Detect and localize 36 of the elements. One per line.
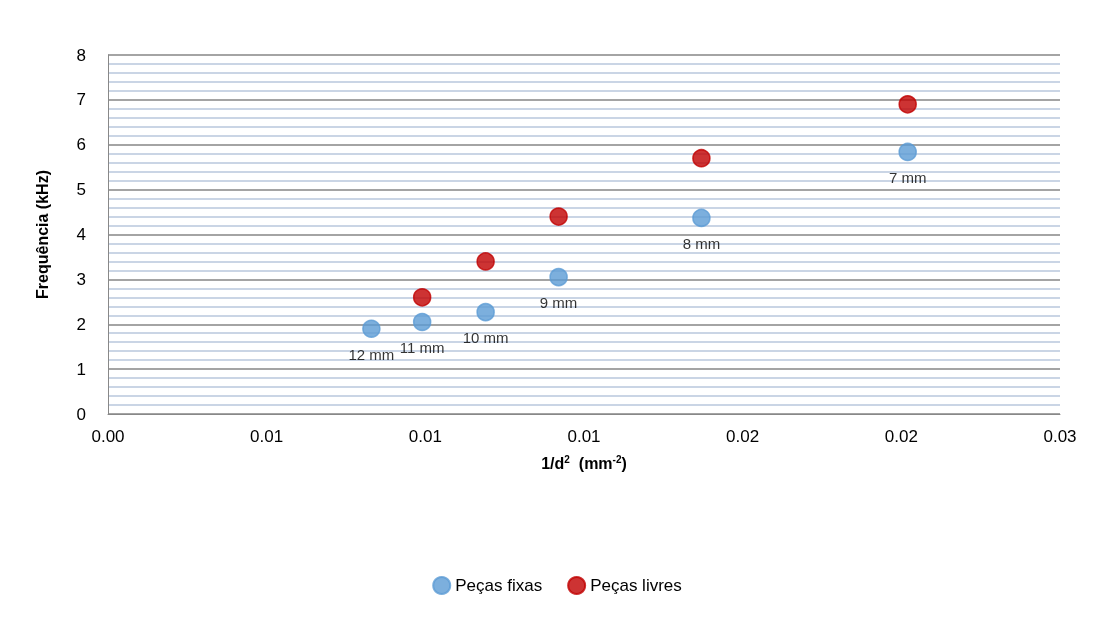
y-tick-label: 7 [76, 90, 86, 110]
annotation: 7 mm [888, 168, 927, 186]
x-tick-label: 0.02 [884, 427, 918, 446]
y-tick-label: 8 [76, 45, 86, 65]
x-tick-label: 0.02 [726, 427, 760, 446]
x-tick-label: 0.00 [91, 427, 125, 446]
x-tick-label: 0.03 [1043, 427, 1077, 446]
y-tick-label: 5 [76, 180, 86, 200]
annotation: 9 mm [539, 294, 578, 312]
point [898, 95, 917, 114]
y-tick-label: 2 [76, 314, 86, 334]
annotation: 11 mm [399, 339, 445, 357]
point [692, 208, 711, 228]
x-tick-label: 0.01 [567, 427, 601, 446]
y-tick-label: 1 [76, 359, 86, 379]
legend-label: Peças fixas [455, 576, 543, 595]
point [476, 252, 495, 271]
point [412, 288, 432, 307]
point [692, 148, 711, 168]
point [476, 302, 495, 322]
y-tick-label: 3 [76, 269, 86, 289]
y-tick-label: 6 [76, 135, 86, 155]
point [362, 319, 381, 338]
point [549, 207, 568, 226]
y-tick-label: 0 [76, 404, 86, 424]
point [549, 267, 568, 287]
legend-label: Peças livres [590, 576, 682, 595]
annotation: 12 mm [348, 345, 395, 363]
x-tick-label: 0.01 [408, 427, 442, 446]
annotation: 10 mm [462, 329, 509, 347]
x-tick-label: 0.01 [250, 427, 284, 446]
point [898, 142, 917, 162]
annotation: 8 mm [682, 234, 721, 252]
y-tick-label: 4 [76, 225, 86, 244]
point [412, 312, 432, 332]
y-axis-title: Frequência (kHz) [33, 170, 51, 299]
